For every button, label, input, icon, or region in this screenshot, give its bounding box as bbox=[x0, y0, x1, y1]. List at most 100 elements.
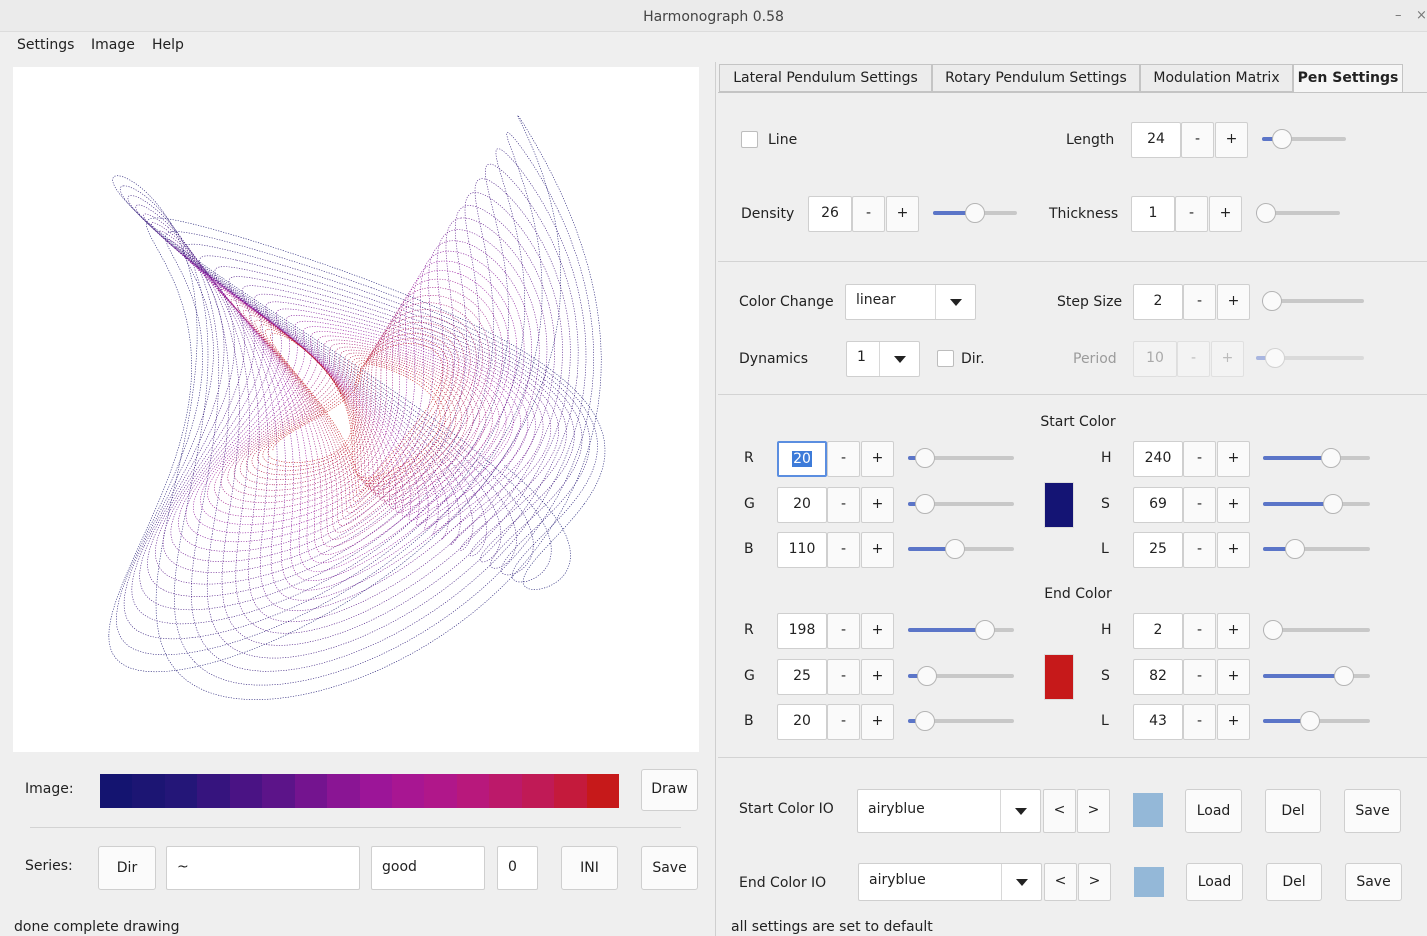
start_color-g-decrement-button[interactable]: - bbox=[827, 486, 860, 523]
ini-button[interactable]: INI bbox=[561, 846, 618, 890]
thickness-decrement-button[interactable]: - bbox=[1175, 196, 1208, 232]
end_color-s-increment-button[interactable]: + bbox=[1217, 658, 1250, 695]
step-size-decrement-button[interactable]: - bbox=[1183, 284, 1216, 320]
start_color-h-increment-button[interactable]: + bbox=[1217, 441, 1250, 477]
slider-handle[interactable] bbox=[1334, 665, 1354, 686]
step-size-slider[interactable] bbox=[1262, 291, 1364, 311]
start_color-b-decrement-button[interactable]: - bbox=[827, 532, 860, 568]
start-color-io-del-button[interactable]: Del bbox=[1265, 789, 1321, 833]
end_color-l-decrement-button[interactable]: - bbox=[1183, 704, 1216, 740]
start_color-g-increment-button[interactable]: + bbox=[861, 486, 894, 523]
density-slider[interactable] bbox=[933, 203, 1017, 223]
thickness-slider[interactable] bbox=[1256, 203, 1340, 223]
slider-handle[interactable] bbox=[915, 448, 935, 468]
line-checkbox[interactable] bbox=[741, 131, 758, 148]
end_color-h-increment-button[interactable]: + bbox=[1217, 613, 1250, 649]
slider-handle[interactable] bbox=[945, 539, 965, 559]
start_color-b-slider[interactable] bbox=[908, 539, 1014, 559]
end-color-io-next-button[interactable]: > bbox=[1078, 863, 1111, 901]
tab-pen-settings[interactable]: Pen Settings bbox=[1293, 64, 1403, 94]
end_color-b-slider[interactable] bbox=[908, 711, 1014, 731]
thickness-input[interactable]: 1 bbox=[1131, 196, 1175, 232]
start_color-g-input[interactable]: 20 bbox=[777, 486, 827, 523]
end_color-s-slider[interactable] bbox=[1263, 665, 1370, 686]
end_color-l-input[interactable]: 43 bbox=[1133, 704, 1183, 740]
start_color-r-input[interactable]: 20 bbox=[777, 441, 827, 477]
menu-image[interactable]: Image bbox=[91, 37, 135, 53]
length-increment-button[interactable]: + bbox=[1215, 122, 1248, 158]
start_color-b-increment-button[interactable]: + bbox=[861, 532, 894, 568]
slider-handle[interactable] bbox=[917, 665, 937, 686]
end_color-l-slider[interactable] bbox=[1263, 711, 1370, 731]
start_color-h-input[interactable]: 240 bbox=[1133, 441, 1183, 477]
slider-handle[interactable] bbox=[1265, 348, 1285, 368]
series-dir-button[interactable]: Dir bbox=[98, 846, 156, 890]
menu-settings[interactable]: Settings bbox=[17, 37, 75, 53]
start-color-io-next-button[interactable]: > bbox=[1077, 789, 1110, 833]
end_color-h-slider[interactable] bbox=[1263, 620, 1370, 640]
end-color-io-del-button[interactable]: Del bbox=[1266, 863, 1322, 901]
slider-handle[interactable] bbox=[965, 203, 985, 223]
start_color-h-slider[interactable] bbox=[1263, 448, 1370, 468]
start_color-l-increment-button[interactable]: + bbox=[1217, 532, 1250, 568]
end_color-g-input[interactable]: 25 bbox=[777, 658, 827, 695]
end_color-r-input[interactable]: 198 bbox=[777, 613, 827, 649]
end_color-b-decrement-button[interactable]: - bbox=[827, 704, 860, 740]
slider-handle[interactable] bbox=[975, 620, 995, 640]
start_color-s-decrement-button[interactable]: - bbox=[1183, 486, 1216, 523]
start-color-io-prev-button[interactable]: < bbox=[1043, 789, 1076, 833]
series-index-input[interactable]: 0 bbox=[497, 846, 538, 890]
color-change-select[interactable]: linear bbox=[845, 284, 976, 320]
density-increment-button[interactable]: + bbox=[886, 196, 919, 232]
end_color-g-slider[interactable] bbox=[908, 665, 1014, 686]
start_color-l-decrement-button[interactable]: - bbox=[1183, 532, 1216, 568]
slider-handle[interactable] bbox=[915, 711, 935, 731]
start-color-io-select[interactable]: airyblue bbox=[857, 789, 1041, 833]
step-size-increment-button[interactable]: + bbox=[1217, 284, 1250, 320]
density-input[interactable]: 26 bbox=[808, 196, 852, 232]
series-name-input[interactable]: good bbox=[371, 846, 485, 890]
end_color-g-increment-button[interactable]: + bbox=[861, 658, 894, 695]
end_color-s-input[interactable]: 82 bbox=[1133, 658, 1183, 695]
slider-handle[interactable] bbox=[1263, 620, 1283, 640]
end-color-io-save-button[interactable]: Save bbox=[1345, 863, 1402, 901]
length-slider[interactable] bbox=[1262, 129, 1346, 149]
start_color-l-input[interactable]: 25 bbox=[1133, 532, 1183, 568]
end-color-io-prev-button[interactable]: < bbox=[1044, 863, 1077, 901]
start_color-l-slider[interactable] bbox=[1263, 539, 1370, 559]
tab-lateral-pendulum[interactable]: Lateral Pendulum Settings bbox=[719, 64, 932, 92]
end_color-g-decrement-button[interactable]: - bbox=[827, 658, 860, 695]
series-save-button[interactable]: Save bbox=[641, 846, 698, 890]
dir-checkbox[interactable] bbox=[937, 350, 954, 367]
end_color-r-decrement-button[interactable]: - bbox=[827, 613, 860, 649]
start_color-r-decrement-button[interactable]: - bbox=[827, 441, 860, 477]
end_color-b-input[interactable]: 20 bbox=[777, 704, 827, 740]
start-color-io-load-button[interactable]: Load bbox=[1185, 789, 1242, 833]
end_color-h-decrement-button[interactable]: - bbox=[1183, 613, 1216, 649]
dynamics-select[interactable]: 1 bbox=[846, 341, 920, 377]
end_color-h-input[interactable]: 2 bbox=[1133, 613, 1183, 649]
tab-modulation-matrix[interactable]: Modulation Matrix bbox=[1140, 64, 1293, 92]
series-path-input[interactable]: ~ bbox=[166, 846, 360, 890]
length-decrement-button[interactable]: - bbox=[1181, 122, 1214, 158]
start_color-h-decrement-button[interactable]: - bbox=[1183, 441, 1216, 477]
slider-handle[interactable] bbox=[1285, 539, 1305, 559]
density-decrement-button[interactable]: - bbox=[852, 196, 885, 232]
start_color-s-slider[interactable] bbox=[1263, 493, 1370, 514]
draw-button[interactable]: Draw bbox=[641, 769, 698, 811]
end_color-s-decrement-button[interactable]: - bbox=[1183, 658, 1216, 695]
start_color-s-input[interactable]: 69 bbox=[1133, 486, 1183, 523]
close-button[interactable]: × bbox=[1416, 8, 1427, 23]
end_color-b-increment-button[interactable]: + bbox=[861, 704, 894, 740]
start-color-io-save-button[interactable]: Save bbox=[1344, 789, 1401, 833]
start_color-g-slider[interactable] bbox=[908, 493, 1014, 514]
thickness-increment-button[interactable]: + bbox=[1209, 196, 1242, 232]
start_color-r-increment-button[interactable]: + bbox=[861, 441, 894, 477]
slider-handle[interactable] bbox=[1272, 129, 1292, 149]
step-size-input[interactable]: 2 bbox=[1133, 284, 1183, 320]
end_color-l-increment-button[interactable]: + bbox=[1217, 704, 1250, 740]
slider-handle[interactable] bbox=[1300, 711, 1320, 731]
period-increment-button[interactable]: + bbox=[1211, 341, 1244, 377]
slider-handle[interactable] bbox=[1256, 203, 1276, 223]
end_color-r-slider[interactable] bbox=[908, 620, 1014, 640]
